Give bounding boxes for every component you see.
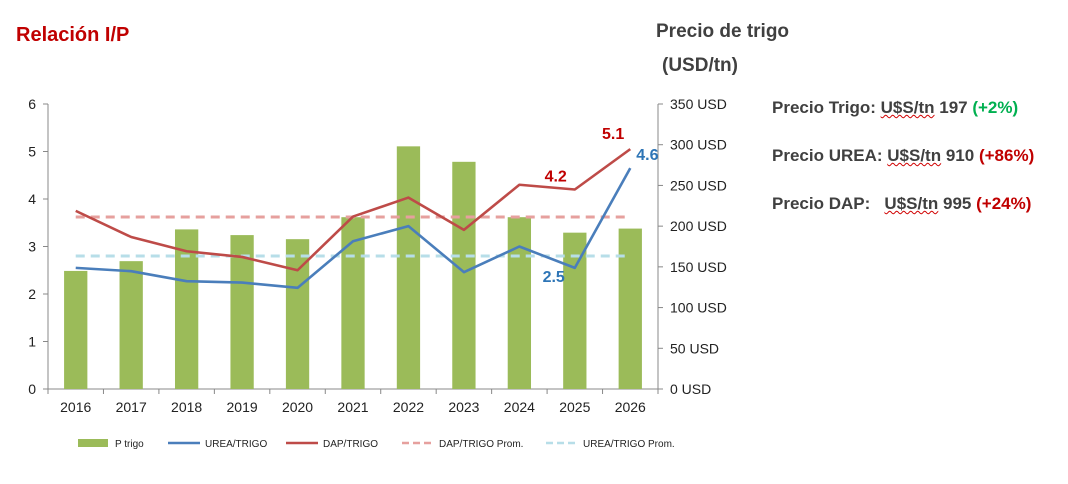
- bar-p-trigo: [618, 228, 642, 389]
- price-trigo-label: Precio Trigo:: [772, 98, 876, 117]
- bar-p-trigo: [64, 270, 88, 389]
- bar-p-trigo: [563, 232, 587, 389]
- bar-p-trigo: [452, 161, 476, 389]
- data-label: 2.5: [543, 269, 565, 286]
- left-tick-label: 3: [28, 239, 36, 255]
- price-dap-label: Precio DAP:: [772, 194, 871, 213]
- legend-label: DAP/TRIGO: [323, 439, 378, 450]
- x-tick-label: 2020: [282, 399, 313, 415]
- right-tick-label: 150 USD: [670, 259, 727, 275]
- bar-p-trigo: [119, 261, 143, 389]
- price-trigo-unit: U$S/tn: [880, 98, 935, 117]
- bar-p-trigo: [285, 239, 310, 389]
- right-axis-title: Precio de trigo: [656, 21, 790, 42]
- bar-p-trigo: [507, 217, 532, 389]
- data-label: 5.1: [602, 126, 624, 143]
- price-trigo-change: (+2%): [972, 98, 1019, 117]
- legend-label: P trigo: [115, 439, 144, 450]
- right-tick-label: 200 USD: [670, 218, 727, 234]
- right-tick-label: 250 USD: [670, 177, 727, 193]
- price-urea-change: (+86%): [978, 146, 1035, 165]
- price-urea: Precio UREA: U$S/tn 910 (+86%): [772, 146, 1034, 166]
- x-tick-label: 2023: [448, 399, 479, 415]
- right-tick-label: 0 USD: [670, 381, 711, 397]
- x-tick-label: 2017: [116, 399, 147, 415]
- x-tick-label: 2016: [60, 399, 91, 415]
- bar-p-trigo: [230, 235, 254, 389]
- legend-swatch: [78, 439, 108, 447]
- legend-label: UREA/TRIGO: [205, 439, 267, 450]
- left-tick-label: 4: [28, 191, 36, 207]
- right-tick-label: 100 USD: [670, 300, 727, 316]
- data-label: 4.6: [636, 147, 658, 164]
- x-tick-label: 2025: [559, 399, 590, 415]
- price-dap-change: (+24%): [976, 194, 1032, 213]
- data-label: 4.2: [545, 169, 567, 186]
- left-tick-label: 6: [28, 96, 36, 112]
- chart-title: Relación I/P: [16, 24, 130, 46]
- price-dap: Precio DAP: U$S/tn 995 (+24%): [772, 194, 1031, 214]
- bar-p-trigo: [341, 217, 365, 389]
- x-tick-label: 2019: [227, 399, 258, 415]
- series-dap-trigo: [75, 148, 632, 272]
- x-tick-label: 2018: [171, 399, 202, 415]
- left-tick-label: 1: [28, 334, 36, 350]
- left-tick-label: 5: [28, 144, 36, 160]
- price-trigo: Precio Trigo: U$S/tn 197 (+2%): [772, 98, 1018, 118]
- legend-label: DAP/TRIGO Prom.: [439, 439, 523, 450]
- bar-p-trigo: [396, 146, 421, 389]
- right-tick-label: 300 USD: [670, 137, 727, 153]
- price-urea-label: Precio UREA:: [772, 146, 883, 165]
- series-urea-trigo: [75, 167, 632, 290]
- left-tick-label: 2: [28, 286, 36, 302]
- price-dap-unit: U$S/tn: [884, 194, 939, 213]
- price-trigo-value: 197: [939, 98, 968, 117]
- right-axis-unit: (USD/tn): [662, 55, 738, 76]
- price-urea-value: 910: [945, 146, 975, 165]
- legend-label: UREA/TRIGO Prom.: [583, 439, 675, 450]
- x-tick-label: 2021: [337, 399, 368, 415]
- bar-p-trigo: [174, 229, 199, 389]
- price-dap-value: 995: [943, 194, 972, 213]
- left-tick-label: 0: [28, 381, 36, 397]
- x-tick-label: 2026: [615, 399, 646, 415]
- right-tick-label: 50 USD: [670, 340, 719, 356]
- right-tick-label: 350 USD: [670, 96, 727, 112]
- x-tick-label: 2024: [504, 399, 535, 415]
- price-urea-unit: U$S/tn: [887, 146, 942, 165]
- x-tick-label: 2022: [393, 399, 424, 415]
